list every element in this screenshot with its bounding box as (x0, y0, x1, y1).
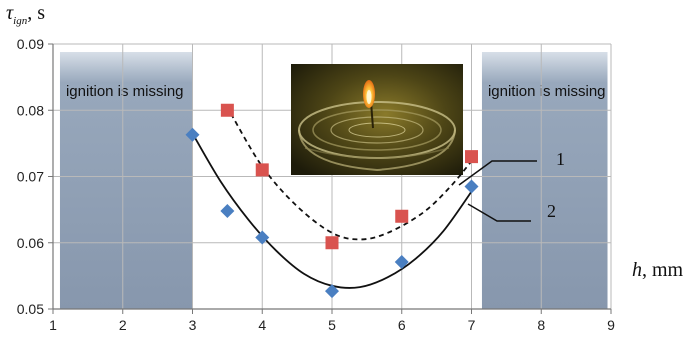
inset-photo (291, 64, 463, 175)
fit-curve-series-1 (230, 113, 476, 241)
point-series-2-0 (185, 127, 200, 142)
point-series-2-1 (220, 203, 235, 218)
shaded-region-1 (59, 52, 193, 309)
curve-2-label: 2 (547, 201, 556, 221)
x-tick-label-1: 1 (49, 317, 57, 333)
y-tick-label-0.05: 0.05 (17, 301, 44, 317)
point-series-1-4 (465, 150, 478, 164)
x-tick-label-2: 2 (119, 317, 127, 333)
x-tick-label-4: 4 (258, 317, 266, 333)
point-series-1-0 (220, 103, 234, 117)
x-axis-title: h, mm (632, 259, 684, 281)
curve-1-label: 1 (556, 149, 565, 169)
y-tick-label-0.07: 0.07 (17, 169, 44, 185)
data-points (185, 103, 479, 299)
y-tick-label-0.09: 0.09 (17, 36, 44, 52)
x-tick-label-6: 6 (398, 317, 406, 333)
zone-label-2: ignition is missing (488, 83, 606, 100)
curve-2-leader (467, 203, 531, 222)
point-series-1-2 (325, 236, 339, 250)
shaded-region-2 (481, 52, 608, 309)
curve-1-leader (458, 160, 537, 186)
x-tick-label-3: 3 (189, 317, 197, 333)
y-tick-label-0.06: 0.06 (17, 235, 44, 251)
point-series-2-2 (255, 230, 270, 245)
shaded-regions: ignition is missing ignition is missing (59, 52, 608, 309)
zone-label-1: ignition is missing (66, 83, 184, 100)
x-tick-label-7: 7 (468, 317, 476, 333)
point-series-1-1 (255, 163, 269, 177)
x-tick-label-9: 9 (607, 317, 615, 333)
point-series-1-3 (395, 209, 409, 223)
y-tick-label-0.08: 0.08 (17, 102, 44, 118)
x-tick-label-8: 8 (537, 317, 545, 333)
point-series-2-3 (325, 284, 339, 299)
x-tick-label-5: 5 (328, 317, 336, 333)
axes: 1 2 3 4 5 6 7 8 9 0.05 0.06 0.07 0.08 0.09 (17, 36, 615, 333)
point-series-2-5 (464, 179, 479, 194)
y-axis-title: τign, s (6, 2, 45, 27)
point-series-2-4 (394, 254, 409, 269)
